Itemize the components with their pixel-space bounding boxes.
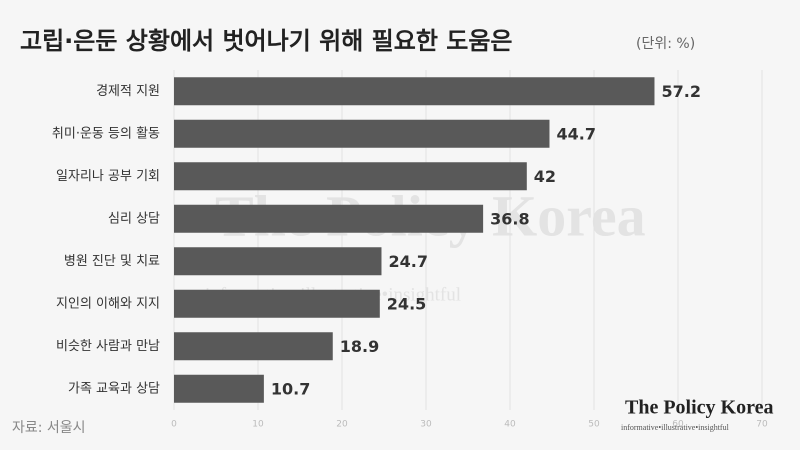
- value-label: 42: [534, 167, 556, 186]
- value-label: 18.9: [340, 337, 379, 356]
- bar: [174, 162, 527, 191]
- y-tick-label: 가족 교육과 상담: [68, 381, 160, 396]
- value-label: 57.2: [661, 82, 700, 101]
- logo-tagline: informative•illustrative•insightful: [621, 423, 730, 432]
- bar: [174, 289, 380, 318]
- logo-title: The Policy Korea: [625, 397, 774, 419]
- bar: [174, 374, 264, 403]
- x-tick-label: 70: [756, 420, 768, 430]
- bar: [174, 247, 382, 276]
- value-label: 36.8: [490, 209, 529, 228]
- y-tick-label: 취미·운동 등의 활동: [52, 126, 160, 141]
- x-tick-label: 30: [420, 420, 432, 430]
- x-tick-label: 40: [504, 420, 516, 430]
- x-tick-label: 0: [171, 420, 177, 430]
- y-tick-label: 경제적 지원: [96, 84, 160, 99]
- y-tick-label: 병원 진단 및 치료: [64, 254, 160, 269]
- y-tick-label: 지인의 이해와 지지: [56, 296, 160, 311]
- x-tick-label: 20: [336, 420, 348, 430]
- y-tick-label: 비슷한 사람과 만남: [56, 339, 160, 354]
- y-tick-label: 일자리나 공부 기회: [56, 169, 160, 184]
- x-tick-label: 10: [252, 420, 264, 430]
- bar: [174, 77, 655, 106]
- plot: 0 10 20 30 40 50 60 70 경제적 지원 57.2 취미·운동 등의 활동 44.7…: [52, 70, 768, 430]
- bar: [174, 332, 333, 361]
- chart-title: 고립·은둔 상황에서 벗어나기 위해 필요한 도움은: [20, 27, 513, 55]
- x-tick-label: 60: [672, 420, 684, 430]
- bar: [174, 204, 484, 233]
- x-tick-label: 50: [588, 420, 600, 430]
- value-label: 24.7: [388, 252, 427, 271]
- value-label: 10.7: [271, 379, 310, 398]
- source: 자료: 서울시: [12, 420, 86, 436]
- bar: [174, 119, 550, 148]
- value-label: 44.7: [556, 124, 595, 143]
- y-tick-label: 심리 상담: [108, 211, 160, 226]
- value-label: 24.5: [387, 294, 426, 313]
- chart-subtitle: (단위: %): [636, 36, 695, 52]
